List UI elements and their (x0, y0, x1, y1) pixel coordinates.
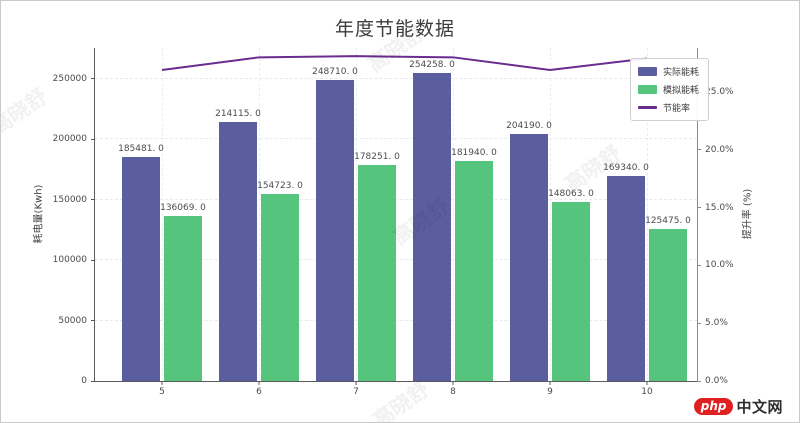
legend-label: 节能率 (663, 104, 691, 114)
x-axis-tickmark (549, 381, 551, 385)
right-axis-tick-label: 15.0% (705, 202, 734, 213)
bar-actual (413, 73, 451, 381)
bar-simulated (358, 165, 396, 381)
right-axis-tickmark (697, 322, 701, 324)
y-axis-tickmark (91, 199, 95, 200)
saving-rate-line (161, 55, 648, 72)
legend-swatch (638, 85, 657, 94)
watermark-text: 高晓舒 (0, 83, 52, 140)
bar-value-label: 169340. 0 (603, 163, 649, 174)
h-gridline (95, 319, 697, 321)
v-gridline (162, 48, 163, 381)
x-axis-tick-label: 8 (450, 387, 456, 397)
y-axis-tick-label: 100000 (52, 255, 87, 265)
x-axis-tick-label: 9 (547, 387, 553, 397)
v-gridline (550, 48, 551, 381)
bar-actual (607, 176, 645, 381)
y-axis-tick-label: 150000 (52, 194, 87, 205)
right-axis-title: 提升率 (%) (742, 188, 754, 240)
h-gridline (95, 138, 697, 139)
v-gridline (356, 48, 357, 381)
bar-simulated (455, 160, 493, 381)
y-axis-tick-label: 200000 (52, 134, 87, 144)
right-axis-tick-label: 10.0% (705, 260, 734, 271)
php-cn-logo: php 中文网 (693, 396, 783, 417)
v-gridline (453, 48, 454, 381)
bar-actual (316, 80, 354, 381)
bar-simulated (164, 216, 202, 381)
right-axis-tickmark (697, 380, 701, 382)
x-axis-tick-label: 6 (256, 387, 262, 397)
bar-simulated (261, 193, 299, 381)
right-axis-tick-label: 25.0% (705, 87, 734, 97)
bar-value-label: 148063. 0 (548, 188, 594, 199)
bar-value-label: 254258. 0 (409, 60, 455, 71)
plot-area: 0 50000 100000 150000 200000 250000 0.0% 5.0% 10… (53, 48, 734, 397)
legend-swatch (638, 67, 657, 76)
y-axis-tickmark (91, 78, 95, 79)
y-axis-tick-label: 0 (81, 376, 87, 386)
left-axis-title: 耗电量(Kwh) (33, 184, 45, 244)
legend-label: 实际能耗 (663, 68, 700, 78)
bar-value-label: 214115. 0 (215, 108, 261, 119)
x-axis-tickmark (161, 381, 163, 385)
h-gridline (95, 198, 697, 200)
y-axis-tickmark (91, 138, 95, 140)
bar-value-label: 125475. 0 (645, 216, 691, 227)
x-axis-tick-label: 7 (353, 387, 359, 397)
x-axis-tick-label: 5 (159, 387, 165, 397)
bar-value-label: 136069. 0 (160, 203, 206, 214)
right-axis-tickmark (697, 149, 701, 151)
right-axis-tick-label: 20.0% (705, 144, 734, 155)
y-axis-tick-label: 50000 (58, 315, 87, 326)
legend-item: 实际能耗 (638, 65, 699, 78)
x-axis-tick-label: 10 (641, 387, 653, 397)
bar-value-label: 204190. 0 (506, 120, 552, 131)
y-axis-tickmark (91, 259, 95, 261)
legend-item: 节能率 (638, 101, 699, 114)
y-axis-tick-label: 250000 (52, 73, 87, 84)
bar-value-label: 248710. 0 (312, 67, 358, 78)
right-axis-tick-label: 5.0% (705, 318, 728, 329)
bar-value-label: 181940. 0 (451, 147, 497, 158)
bar-value-label: 154723. 0 (257, 180, 303, 191)
x-axis-tickmark (646, 381, 648, 385)
bar-value-label: 178251. 0 (354, 152, 400, 163)
legend-swatch (638, 106, 657, 109)
bar-actual (510, 133, 548, 381)
php-logo-text: 中文网 (736, 398, 783, 416)
right-axis-tickmark (697, 207, 701, 209)
bar-simulated (552, 201, 590, 381)
bar-actual (219, 121, 257, 381)
bar-simulated (649, 229, 687, 381)
bar-actual (122, 156, 160, 381)
chart-title: 年度节能数据 (334, 18, 455, 40)
x-axis-tickmark (258, 381, 260, 385)
h-gridline (95, 259, 697, 260)
right-axis-tickmark (697, 264, 701, 266)
php-logo-pill: php (693, 398, 734, 415)
legend-item: 模拟能耗 (638, 83, 699, 96)
right-axis-tick-label: 0.0% (705, 376, 728, 386)
legend-label: 模拟能耗 (663, 86, 700, 96)
v-gridline (259, 48, 260, 381)
y-axis-tickmark (91, 320, 95, 321)
legend: 实际能耗模拟能耗节能率 (630, 58, 710, 121)
y-axis-tickmark (91, 380, 95, 382)
x-axis-tickmark (452, 381, 454, 385)
bar-value-label: 185481. 0 (118, 143, 164, 154)
x-axis-tickmark (355, 381, 357, 385)
h-gridline (95, 77, 697, 79)
v-gridline (647, 48, 648, 381)
